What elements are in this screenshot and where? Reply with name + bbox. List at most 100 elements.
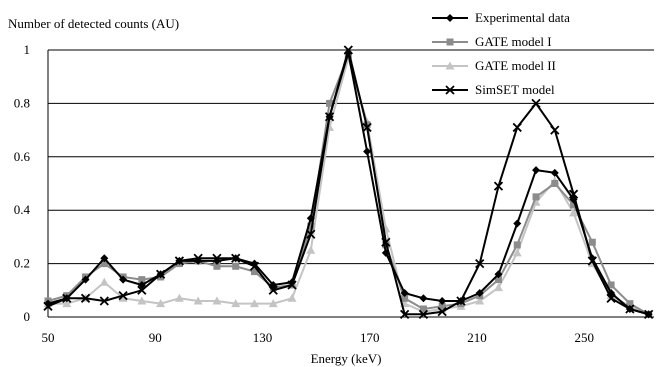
data-point xyxy=(156,299,166,308)
x-tick-label: 50 xyxy=(42,330,55,345)
x-tick-label: 90 xyxy=(149,330,162,345)
legend-marker xyxy=(446,14,454,22)
data-point xyxy=(437,307,447,317)
data-point xyxy=(551,180,559,187)
y-tick-label: 0.2 xyxy=(14,256,30,271)
series-line xyxy=(47,54,650,316)
data-point xyxy=(512,248,522,257)
data-point xyxy=(513,241,521,249)
data-point xyxy=(587,256,597,266)
data-point xyxy=(137,285,147,295)
data-point xyxy=(568,189,579,199)
data-point xyxy=(569,208,579,217)
data-point xyxy=(532,193,540,201)
data-point xyxy=(287,280,297,290)
data-point xyxy=(81,275,90,284)
legend-marker xyxy=(445,85,455,95)
data-point xyxy=(100,260,108,268)
data-point xyxy=(212,253,222,263)
x-axis-title: Energy (keV) xyxy=(311,351,382,366)
series-line xyxy=(47,49,649,316)
data-point xyxy=(399,309,410,319)
legend-marker xyxy=(445,61,455,70)
data-point xyxy=(512,122,522,133)
gridlines xyxy=(47,49,654,318)
data-point xyxy=(212,296,222,305)
series-line xyxy=(48,57,649,316)
data-point xyxy=(326,99,334,107)
data-point xyxy=(174,256,185,266)
data-point xyxy=(475,296,485,305)
series-gate-model-i xyxy=(44,51,653,318)
data-point xyxy=(494,270,503,279)
data-point xyxy=(62,299,72,308)
legend-item: GATE model I xyxy=(432,34,552,49)
data-point xyxy=(606,293,616,303)
data-point xyxy=(193,296,203,305)
data-point xyxy=(155,269,166,279)
data-point xyxy=(119,275,128,284)
legend-label: SimSET model xyxy=(475,82,555,97)
data-point xyxy=(174,293,184,302)
legend: Experimental data GATE model I GATE model … xyxy=(432,10,570,97)
data-point xyxy=(362,122,372,133)
data-point xyxy=(287,293,297,302)
data-point xyxy=(343,45,353,55)
data-point xyxy=(99,277,109,286)
data-point xyxy=(607,281,615,289)
data-point xyxy=(231,299,241,308)
data-point xyxy=(419,294,428,303)
data-point xyxy=(213,262,221,270)
data-point xyxy=(324,112,335,122)
data-point xyxy=(456,296,466,306)
data-point xyxy=(137,296,147,305)
data-point xyxy=(43,301,53,311)
data-point xyxy=(232,262,240,270)
data-point xyxy=(307,222,315,230)
data-point xyxy=(249,261,260,271)
data-point xyxy=(250,268,258,276)
legend-label: Experimental data xyxy=(475,10,570,25)
data-point xyxy=(193,253,203,263)
x-tick-label: 250 xyxy=(575,330,595,345)
x-tick-label: 210 xyxy=(467,330,487,345)
data-point xyxy=(419,305,427,313)
data-point xyxy=(626,300,634,308)
x-tick-label: 130 xyxy=(253,330,273,345)
series-simset-model xyxy=(43,45,654,319)
legend-item: Experimental data xyxy=(432,10,570,25)
y-tick-label: 0.8 xyxy=(14,95,30,110)
data-point xyxy=(381,237,391,247)
legend-label: GATE model I xyxy=(475,34,552,49)
data-point xyxy=(231,253,241,263)
legend-label: GATE model II xyxy=(475,58,556,73)
data-point xyxy=(363,147,372,156)
data-point xyxy=(438,296,447,305)
data-point xyxy=(438,302,446,310)
data-point xyxy=(418,309,429,319)
legend-item: SimSET model xyxy=(432,82,555,97)
data-point xyxy=(100,254,109,263)
legend-marker xyxy=(446,38,454,46)
data-point xyxy=(532,166,541,175)
y-tick-label: 0.4 xyxy=(14,202,31,217)
data-point xyxy=(306,245,316,254)
data-point xyxy=(306,229,316,239)
data-point xyxy=(62,293,72,303)
legend-item: GATE model II xyxy=(432,58,556,73)
y-axis-ticks: 0 0.2 0.4 0.6 0.8 1 xyxy=(14,42,31,324)
y-axis-title: Number of detected counts (AU) xyxy=(8,16,179,31)
data-point xyxy=(401,294,409,302)
data-point xyxy=(268,285,278,295)
data-point xyxy=(475,288,484,297)
data-point xyxy=(268,299,278,308)
data-point xyxy=(493,283,503,292)
data-point xyxy=(570,201,578,209)
data-point xyxy=(494,276,502,284)
y-tick-label: 1 xyxy=(24,42,31,57)
data-point xyxy=(99,296,109,306)
data-point xyxy=(493,181,504,191)
data-point xyxy=(118,293,128,302)
data-point xyxy=(513,219,522,228)
